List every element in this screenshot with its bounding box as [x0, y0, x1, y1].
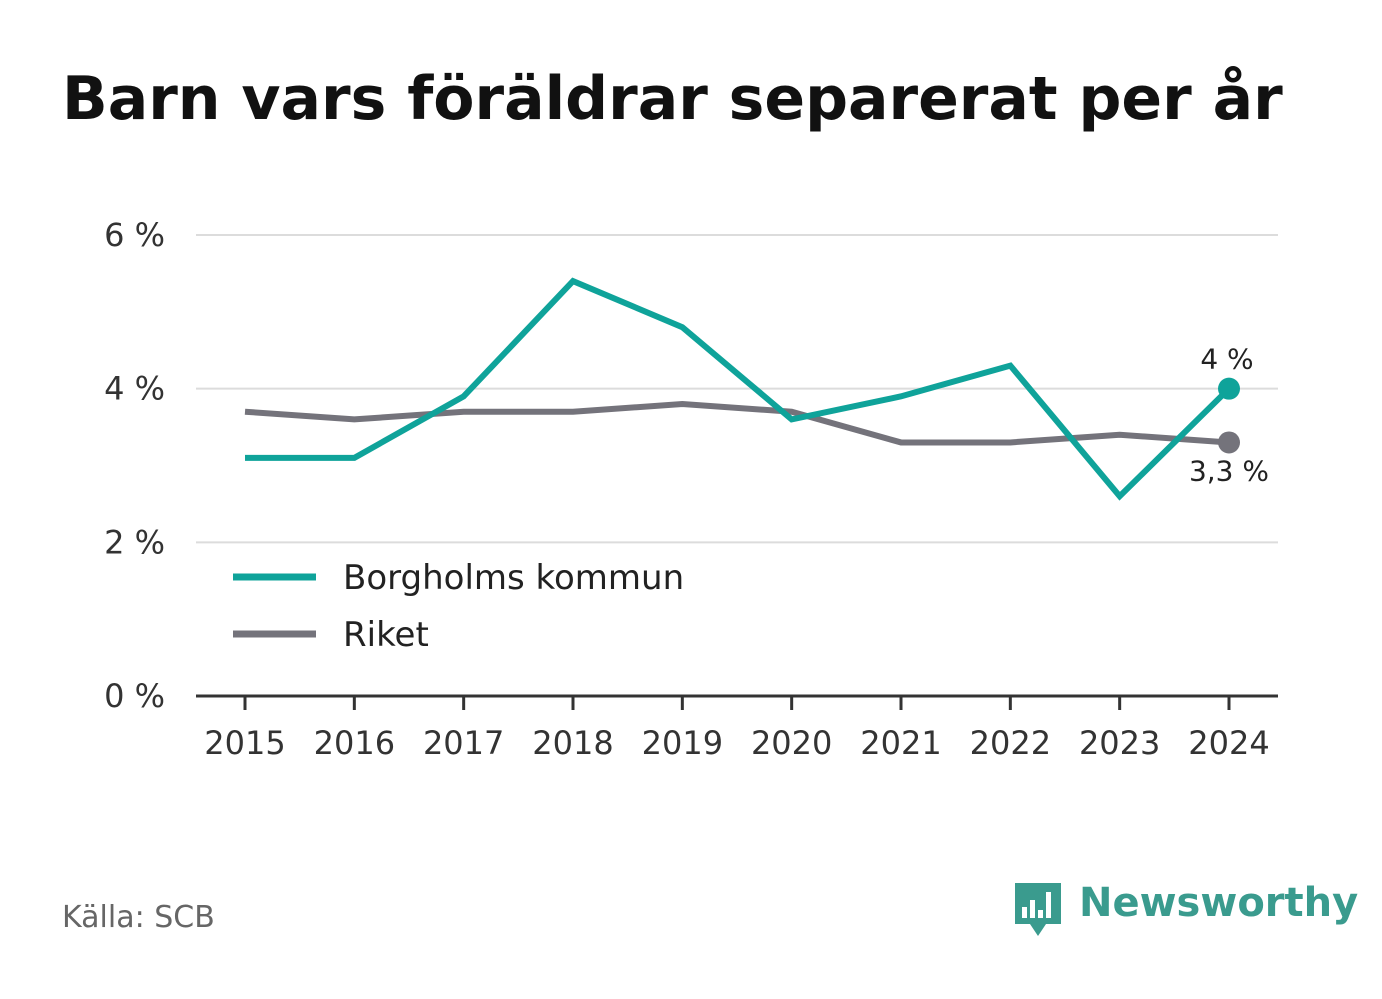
- x-tick-label: 2023: [1079, 724, 1160, 762]
- legend-label-0: Borgholms kommun: [343, 558, 684, 598]
- x-tick-label: 2019: [642, 724, 723, 762]
- x-tick-label: 2022: [970, 724, 1051, 762]
- x-tick-label: 2021: [860, 724, 941, 762]
- source-note: Källa: SCB: [62, 900, 215, 935]
- y-tick-label: 6 %: [104, 216, 165, 254]
- x-tick-label: 2015: [204, 724, 285, 762]
- y-tick-label: 4 %: [104, 370, 165, 408]
- brand-name: Newsworthy: [1079, 880, 1359, 926]
- x-tick-label: 2018: [532, 724, 613, 762]
- x-tick-label: 2024: [1188, 724, 1269, 762]
- y-tick-label: 2 %: [104, 523, 165, 561]
- end-value-label-1: 3,3 %: [1189, 454, 1269, 487]
- x-tick-label: 2016: [314, 724, 395, 762]
- series-line-1: [244, 401, 1230, 446]
- y-tick-label: 0 %: [104, 677, 165, 715]
- series-lines: 4 % 3,3 %: [244, 277, 1269, 501]
- gridlines: [196, 234, 1278, 544]
- series-line-0: [245, 277, 1232, 501]
- y-axis-ticks: 0 % 2 % 4 % 6 %: [104, 216, 165, 715]
- legend-label-1: Riket: [343, 615, 429, 655]
- end-value-label-0: 4 %: [1200, 343, 1253, 376]
- x-tick-label: 2017: [423, 724, 504, 762]
- newsworthy-logo-icon: [1015, 883, 1061, 936]
- legend: Borgholms kommun Riket: [233, 558, 684, 655]
- series-endpoint-0: [1218, 377, 1240, 400]
- series-endpoint-1: [1218, 431, 1240, 454]
- x-tick-label: 2020: [751, 724, 832, 762]
- chart-title: Barn vars föräldrar separerat per år: [62, 64, 1283, 134]
- x-axis-ticks: 2015 2016 2017 2018 2019 2020 2021 2022 2023 2024: [196, 694, 1278, 762]
